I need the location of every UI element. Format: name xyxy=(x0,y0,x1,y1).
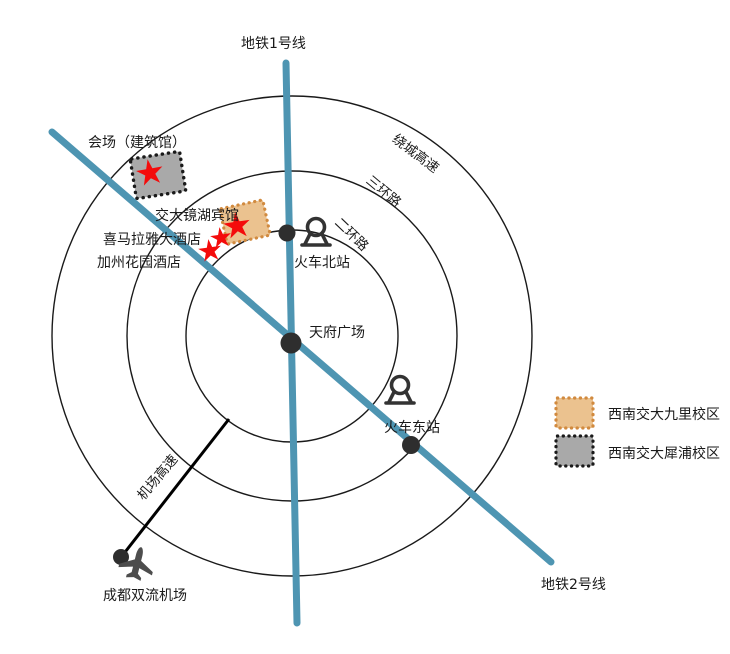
metro-line-2 xyxy=(48,128,555,566)
legend-xipu-label: 西南交大犀浦校区 xyxy=(608,445,720,462)
hotel-jinghu-label: 交大镜湖宾馆 xyxy=(155,207,239,224)
tianfu-square-label: 天府广场 xyxy=(309,325,365,341)
xipu-campus-rect xyxy=(128,149,188,201)
xipu-campus-box xyxy=(128,149,188,201)
east-station-label: 火车东站 xyxy=(384,419,440,436)
legend: 西南交大九里校区 西南交大犀浦校区 xyxy=(554,396,720,468)
airplane-icon xyxy=(116,543,158,584)
east-station-dot xyxy=(402,436,420,454)
legend-xipu-swatch xyxy=(554,434,595,468)
outer-ring-road-circle xyxy=(51,95,533,577)
hotel-himalaya-label: 喜马拉雅大酒店 xyxy=(103,232,201,248)
airport-dot xyxy=(113,549,129,565)
hotel-california-label: 加州花园酒店 xyxy=(97,255,181,271)
legend-jiuli-label: 西南交大九里校区 xyxy=(608,406,720,423)
train-icon-north-station xyxy=(300,216,332,247)
train-icon-east-station xyxy=(384,374,416,405)
third-ring-label: 三环路 xyxy=(363,173,405,212)
airport-expressway-label: 机场高速 xyxy=(134,451,182,503)
legend-jiuli-swatch xyxy=(554,396,595,430)
north-station-label: 火车北站 xyxy=(294,254,350,271)
tianfu-square-dot xyxy=(280,332,302,354)
metro-line1-label: 地铁1号线 xyxy=(241,36,306,52)
airport-expressway-line xyxy=(120,418,231,557)
venue-label: 会场（建筑馆） xyxy=(88,135,186,151)
airport-label: 成都双流机场 xyxy=(103,588,187,604)
north-station-dot xyxy=(278,224,296,242)
outer-ring-label: 绕城高速 xyxy=(389,130,442,176)
metro-line2-label: 地铁2号线 xyxy=(541,577,606,593)
